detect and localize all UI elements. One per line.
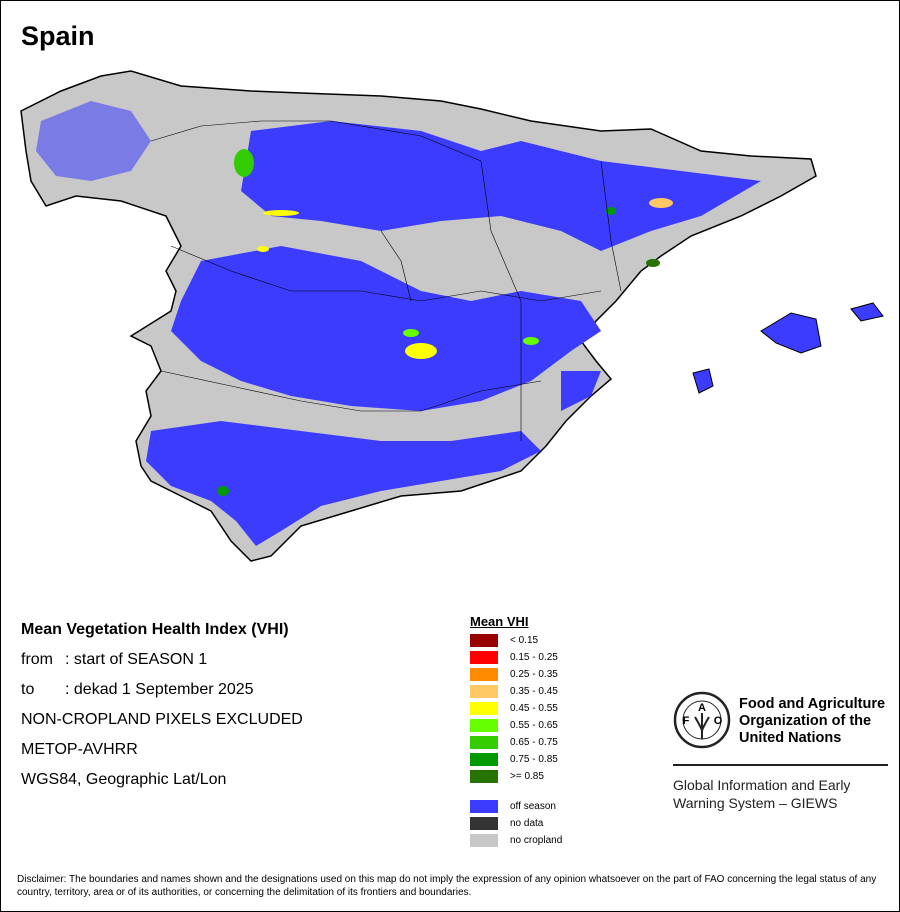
info-heading: Mean Vegetation Health Index (VHI) — [21, 621, 289, 638]
off-season-areas — [36, 101, 761, 546]
legend-label: 0.45 - 0.55 — [510, 703, 558, 714]
fao-logo: A F O Food and Agriculture Organization … — [673, 691, 885, 754]
legend-label: 0.55 - 0.65 — [510, 720, 558, 731]
from-label: from — [21, 651, 53, 668]
legend-swatch — [470, 817, 498, 830]
mainland-spain — [20, 70, 817, 562]
info-sensor: METOP-AVHRR — [21, 741, 138, 758]
fao-name-line: Food and Agriculture — [739, 696, 886, 712]
legend-item: 0.45 - 0.55 — [470, 700, 562, 717]
legend-label: < 0.15 — [510, 635, 539, 646]
svg-text:F: F — [683, 715, 690, 727]
to-value: : dekad 1 September 2025 — [65, 681, 254, 698]
legend: Mean VHI < 0.15 0.15 - 0.25 0.25 - 0.35 0.3… — [470, 614, 562, 849]
info-exclusion: NON-CROPLAND PIXELS EXCLUDED — [21, 711, 303, 728]
fao-name-line: United Nations — [739, 730, 842, 746]
vhi-hotspots — [217, 149, 673, 496]
balearic-islands — [692, 302, 884, 394]
svg-text:A: A — [698, 702, 706, 714]
legend-item: < 0.15 — [470, 632, 562, 649]
legend-item: >= 0.85 — [470, 768, 562, 785]
legend-label: 0.15 - 0.25 — [510, 652, 558, 663]
legend-label: off season — [510, 801, 556, 812]
legend-label: >= 0.85 — [510, 771, 544, 782]
legend-item: 0.75 - 0.85 — [470, 751, 562, 768]
legend-swatch — [470, 634, 498, 647]
legend-item: 0.65 - 0.75 — [470, 734, 562, 751]
legend-label: no cropland — [510, 835, 563, 846]
legend-swatch — [470, 753, 498, 766]
legend-swatch — [470, 685, 498, 698]
logo-divider — [673, 764, 888, 766]
spain-vhi-map — [20, 70, 884, 562]
legend-item: 0.15 - 0.25 — [470, 649, 562, 666]
info-to: to : dekad 1 September 2025 — [21, 681, 254, 699]
fao-emblem-icon: A F O — [673, 691, 731, 749]
legend-swatch — [470, 736, 498, 749]
to-label: to — [21, 681, 35, 698]
legend-swatch — [470, 702, 498, 715]
svg-text:O: O — [714, 715, 723, 727]
fao-name: Food and Agriculture Organization of the… — [739, 696, 899, 747]
disclaimer: Disclaimer: The boundaries and names sho… — [17, 874, 877, 898]
giews-name: Global Information and Early Warning Sys… — [673, 776, 850, 812]
legend-swatch — [470, 668, 498, 681]
legend-swatch — [470, 770, 498, 783]
legend-item: no cropland — [470, 832, 562, 849]
legend-swatch — [470, 834, 498, 847]
info-from: from : start of SEASON 1 — [21, 651, 207, 669]
legend-item: 0.35 - 0.45 — [470, 683, 562, 700]
giews-line: Warning System – GIEWS — [673, 795, 838, 811]
legend-item: no data — [470, 815, 562, 832]
legend-item: 0.55 - 0.65 — [470, 717, 562, 734]
legend-swatch — [470, 651, 498, 664]
from-value: : start of SEASON 1 — [65, 651, 208, 668]
legend-item: 0.25 - 0.35 — [470, 666, 562, 683]
legend-title: Mean VHI — [470, 614, 529, 629]
legend-label: 0.25 - 0.35 — [510, 669, 558, 680]
legend-label: 0.65 - 0.75 — [510, 737, 558, 748]
region-boundaries — [150, 120, 622, 441]
giews-line: Global Information and Early — [673, 777, 851, 793]
legend-label: 0.35 - 0.45 — [510, 686, 558, 697]
legend-label: no data — [510, 818, 544, 829]
legend-item: off season — [470, 798, 562, 815]
legend-swatch — [470, 719, 498, 732]
map-title: Spain — [21, 21, 95, 51]
legend-swatch — [470, 800, 498, 813]
info-projection: WGS84, Geographic Lat/Lon — [21, 771, 227, 788]
legend-label: 0.75 - 0.85 — [510, 754, 558, 765]
fao-name-line: Organization of the — [739, 713, 872, 729]
